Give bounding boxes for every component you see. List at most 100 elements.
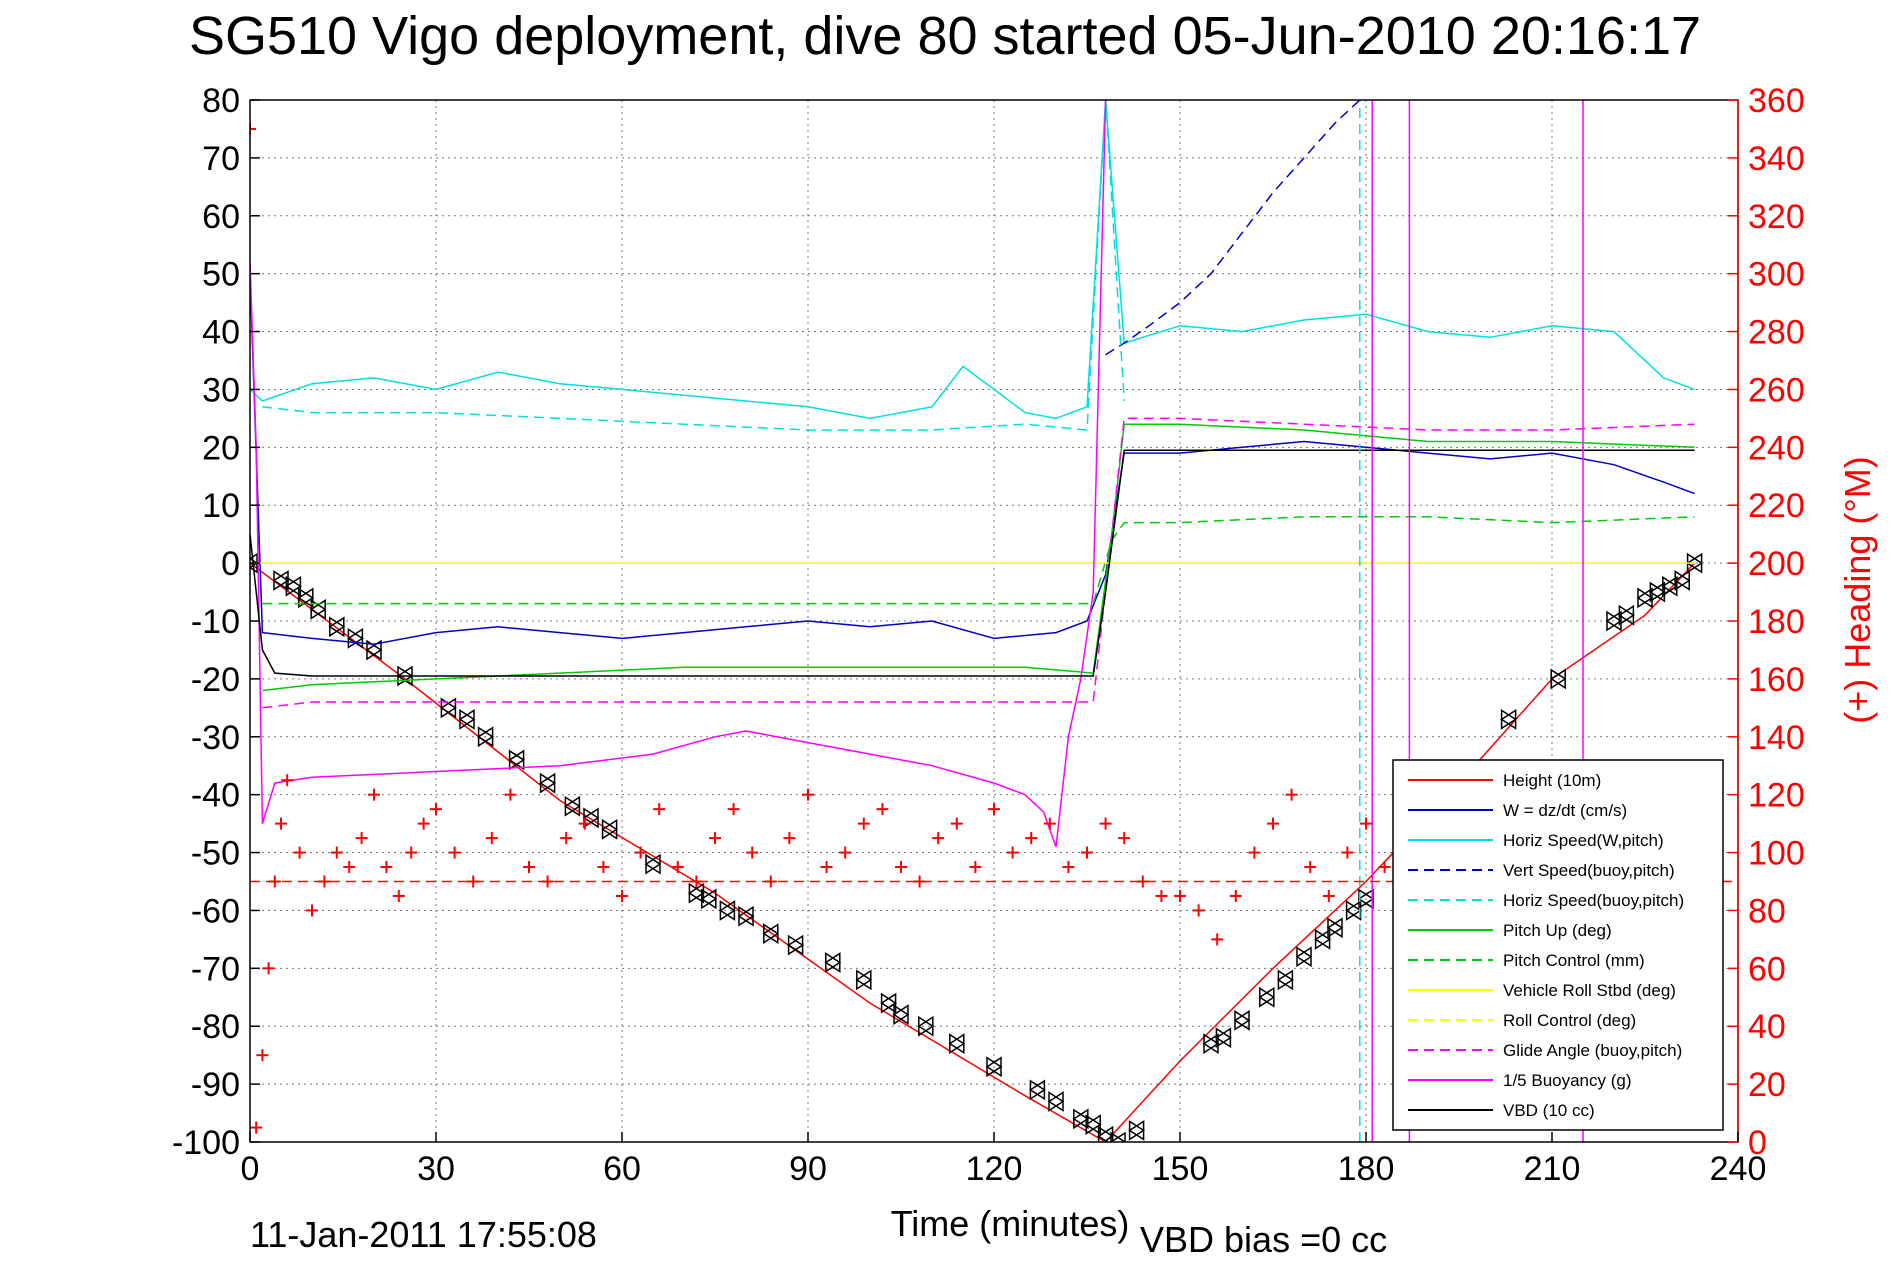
x-tick-label: 240 xyxy=(1710,1150,1767,1188)
height-marker-left xyxy=(1047,1091,1064,1112)
series-horiz-speed-w-pitch xyxy=(250,100,1695,420)
right-axis-label: (+) Heading (°M) xyxy=(1837,456,1878,723)
right-tick-label: 80 xyxy=(1748,892,1786,930)
height-marker-left xyxy=(1202,1033,1219,1054)
height-marker-left xyxy=(1661,575,1678,597)
chart-title: SG510 Vigo deployment, dive 80 started 0… xyxy=(189,6,1701,66)
height-marker-left xyxy=(564,795,581,817)
height-marker-left xyxy=(1097,1125,1114,1142)
height-marker-left xyxy=(477,726,494,748)
series-horiz-speed-buoy-pitch xyxy=(262,100,1125,431)
right-tick-label: 0 xyxy=(1748,1124,1767,1162)
legend: Height (10m) W = dz/dt (cm/s) Horiz Speed(… xyxy=(1392,759,1724,1131)
height-marker-left xyxy=(1326,917,1343,939)
y-tick-label: 0 xyxy=(221,545,240,583)
height-marker-left xyxy=(328,616,345,638)
right-tick-label: 100 xyxy=(1748,835,1805,873)
y-tick-label: 60 xyxy=(202,198,240,236)
right-tick-label: 360 xyxy=(1748,82,1805,120)
series-line xyxy=(250,100,1695,420)
height-marker-left xyxy=(1605,610,1622,632)
right-tick-label: 300 xyxy=(1748,256,1805,294)
height-marker-left xyxy=(508,749,525,771)
height-marker-left xyxy=(309,599,326,620)
height-marker-left xyxy=(737,905,754,927)
height-marker-left xyxy=(440,697,457,719)
y-tick-label: 50 xyxy=(202,256,240,294)
series-line xyxy=(262,516,1695,605)
height-marker-left xyxy=(1636,587,1653,609)
legend-entry: Horiz Speed(W,pitch) xyxy=(1503,831,1664,850)
height-marker-left xyxy=(1314,929,1331,950)
y-tick-label: 10 xyxy=(202,487,240,525)
height-marker-left xyxy=(1549,668,1566,690)
height-marker-left xyxy=(1084,1114,1101,1136)
y-tick-label: 70 xyxy=(202,140,240,178)
y-tick-label: -60 xyxy=(191,892,240,930)
x-tick-label: 0 xyxy=(241,1150,260,1188)
height-marker-left xyxy=(688,882,705,904)
height-marker-left xyxy=(1258,986,1275,1008)
right-tick-label: 20 xyxy=(1748,1066,1786,1104)
height-marker-left xyxy=(1072,1108,1089,1130)
legend-entry: Roll Control (deg) xyxy=(1503,1011,1636,1030)
right-tick-label: 260 xyxy=(1748,371,1805,409)
series-line xyxy=(250,449,1695,677)
y-tick-label: -100 xyxy=(172,1124,240,1162)
series-w-dz-dt-cm-s xyxy=(250,273,1695,645)
legend-entry: Pitch Up (deg) xyxy=(1503,921,1612,940)
legend-entry: Glide Angle (buoy,pitch) xyxy=(1503,1041,1682,1060)
x-tick-label: 180 xyxy=(1338,1150,1395,1188)
legend-entry: VBD (10 cc) xyxy=(1503,1101,1595,1120)
right-tick-label: 60 xyxy=(1748,950,1786,988)
height-marker-left xyxy=(458,709,475,730)
grid xyxy=(250,100,1738,1142)
height-marker-left xyxy=(985,1056,1002,1078)
series-pitch-control-mm xyxy=(262,516,1695,605)
y-tick-label: 20 xyxy=(202,429,240,467)
height-marker-left xyxy=(644,853,661,875)
y-tick-label: 80 xyxy=(202,82,240,120)
height-marker-left xyxy=(762,923,779,944)
right-tick-label: 180 xyxy=(1748,603,1805,641)
x-tick-label: 210 xyxy=(1524,1150,1581,1188)
height-marker-left xyxy=(1686,552,1703,574)
legend-entry: Horiz Speed(buoy,pitch) xyxy=(1503,891,1684,910)
height-marker-left xyxy=(1109,1131,1126,1142)
x-tick-label: 150 xyxy=(1152,1150,1209,1188)
height-marker-left xyxy=(1215,1027,1232,1049)
x-tick-label: 90 xyxy=(789,1150,827,1188)
height-marker-left xyxy=(880,992,897,1014)
height-marker-left xyxy=(1128,1120,1145,1141)
y-tick-label: -80 xyxy=(191,1008,240,1046)
axes xyxy=(249,99,1739,1143)
legend-entry: Height (10m) xyxy=(1503,771,1601,790)
height-marker-left xyxy=(1618,604,1635,626)
x-tick-label: 60 xyxy=(603,1150,641,1188)
y-tick-label: -20 xyxy=(191,661,240,699)
height-marker-left xyxy=(824,952,841,973)
legend-entry: Vert Speed(buoy,pitch) xyxy=(1503,861,1675,880)
height-marker-left xyxy=(855,969,872,991)
series-height-markers-triangles xyxy=(250,552,1703,1142)
legend-entry: Vehicle Roll Stbd (deg) xyxy=(1503,981,1676,1000)
right-tick-label: 220 xyxy=(1748,487,1805,525)
right-tick-label: 240 xyxy=(1748,429,1805,467)
series-line xyxy=(1105,100,1361,356)
legend-box xyxy=(1392,759,1724,1131)
right-tick-label: 200 xyxy=(1748,545,1805,583)
y-tick-label: -90 xyxy=(191,1066,240,1104)
series-vbd-10-cc xyxy=(250,449,1695,677)
right-tick-label: 280 xyxy=(1748,314,1805,352)
height-marker-left xyxy=(1500,709,1517,730)
y-tick-label: 40 xyxy=(202,314,240,352)
height-marker-left xyxy=(1673,570,1690,591)
height-marker-left xyxy=(1233,1010,1250,1031)
legend-entry: Pitch Control (mm) xyxy=(1503,951,1645,970)
height-marker-left xyxy=(297,587,314,609)
right-tick-label: 160 xyxy=(1748,661,1805,699)
legend-entry: 1/5 Buoyancy (g) xyxy=(1503,1071,1632,1090)
y-tick-label: -30 xyxy=(191,719,240,757)
series-vert-speed-buoy-pitch xyxy=(1105,100,1361,356)
